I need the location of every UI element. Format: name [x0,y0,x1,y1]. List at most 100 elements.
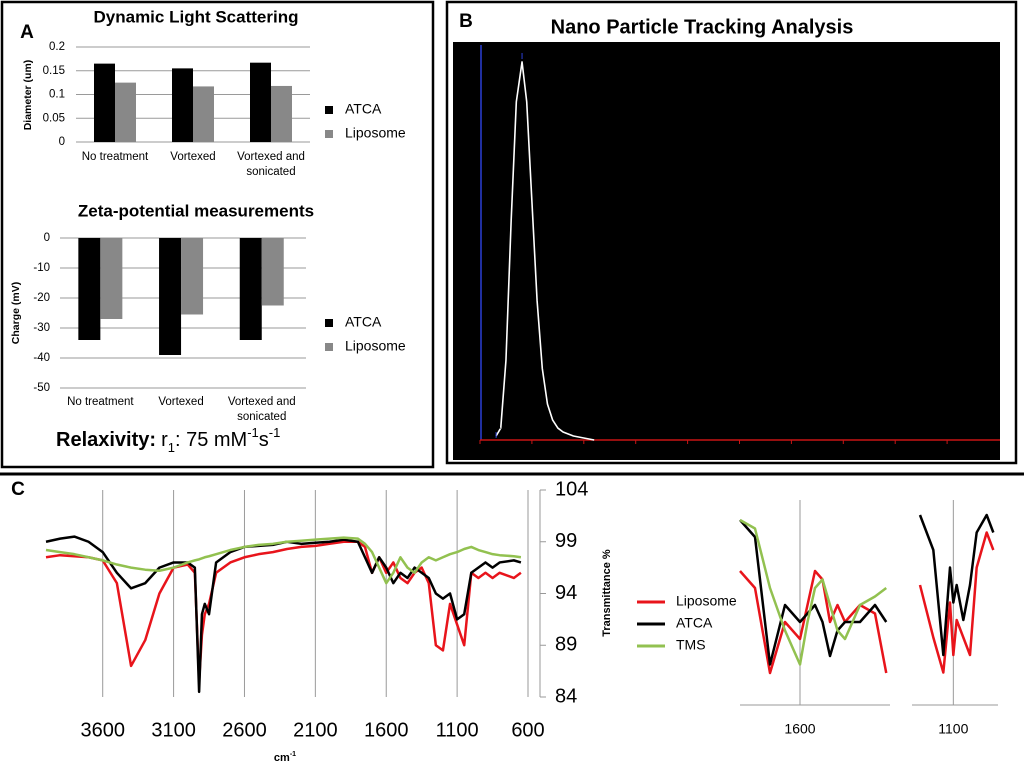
y-tick-label: -20 [33,292,50,304]
y-axis-label: con [460,44,475,54]
series-line [45,540,522,683]
legend-swatch [325,130,333,138]
legend-label: ATCA [345,101,382,117]
legend-label: Liposome [676,593,737,609]
legend-swatch [325,343,333,351]
x-tick-label: 200 [576,446,591,456]
x-axis-label-text: nm [979,446,992,456]
y-axis-label: Charge (mV) [10,282,22,344]
x-tick-label-box: Vortexed and sonicated [237,151,305,178]
annotation: Relaxivity: r1: 75 mM-1s-1 [56,425,280,455]
chart-title: Nano Particle Tracking Analysis [551,16,854,38]
series-line [45,535,522,694]
x-tick-label: 800 [888,446,903,456]
x-tick-label: 500 [732,446,747,456]
bar [159,238,182,355]
y-tick-label: -50 [33,382,50,394]
y-tick-label: 0 [44,232,50,244]
y-tick-label: 99 [555,530,577,552]
x-tick-label: 600 [784,446,799,456]
bar [271,85,292,142]
x-tick-label-box: Vortexed and sonicated [227,396,296,423]
y-tick-label: 0.1 [49,89,65,101]
x-axis-label: nm [979,446,992,456]
annotation-part: -1 [269,425,281,440]
panel-label: A [20,22,34,43]
x-tick-label: 3600 [80,719,125,741]
bar [115,82,136,142]
x-tick-label: 1600 [784,721,815,737]
annotation-part: 1 [168,440,175,455]
bar [172,68,193,142]
y-tick-label: 89 [555,634,577,656]
x-tick-label: 1100 [436,719,479,741]
series-line [739,518,888,666]
series-line [918,513,995,657]
x-tick-label: 400 [680,446,695,456]
x-tick-label: 3100 [151,719,196,741]
y-axis-label: Transmittance % [601,549,613,637]
series-line [918,531,995,674]
x-tick-label: 700 [836,446,851,456]
annotation-part: r [161,429,168,451]
legend-swatch [325,319,333,327]
x-tick-label: Vortexed and sonicated [237,151,305,178]
legend-label: Liposome [345,338,406,354]
series-line [45,536,522,585]
bar [100,238,123,319]
x-tick-label-box: No treatment [81,151,149,163]
bar [250,62,271,142]
x-tick-label: 100 [524,446,539,456]
panel-b-frame [445,0,1018,465]
bar [94,63,115,142]
y-axis-label: /ml [460,54,472,64]
x-tick-label: 2600 [222,719,267,741]
y-tick-label: 104 [555,478,588,500]
x-tick-label: 600 [511,719,544,741]
y-tick-label: 0.05 [43,112,65,124]
annotation-label: Relaxivity: [56,429,156,451]
x-tick-label: 300 [628,446,643,456]
legend-swatch [325,106,333,114]
annotation-part: : 75 mM [175,429,247,451]
annotation-part: s [259,429,269,451]
annotation-part: -1 [247,425,259,440]
x-tick-label-box: No treatment [67,396,134,408]
nta-plot-area [453,42,1000,460]
legend-label: ATCA [676,615,713,631]
legend-label: ATCA [345,314,382,330]
annotation: Mode: 81nm [650,219,767,241]
y-axis-label: Diameter (um) [22,60,34,131]
bar [261,238,284,306]
legend-label: TMS [676,637,706,653]
y-tick-label: 0 [59,136,65,148]
bar [181,238,204,315]
y-tick-label: -40 [33,352,50,364]
x-tick-label: Vortexed and sonicated [227,396,296,423]
peak-label: 81 [517,41,527,51]
x-tick-label: 900 [940,446,955,456]
y-axis-label: E6 [460,64,471,74]
x-axis-label-text: cm [274,752,290,764]
x-tick-label-box: Vortexed [158,396,203,408]
chart-title: Dynamic Light Scattering [94,7,299,26]
peak-label: 31 [491,420,501,430]
x-tick-label: 1100 [938,721,968,737]
bar [78,238,101,340]
panel-label: B [459,11,473,32]
bar [193,86,214,142]
y-tick-label: 84 [555,685,577,707]
y-tick-label: -10 [33,262,50,274]
x-tick-label: No treatment [81,151,149,163]
series-line [739,519,888,666]
x-tick-label: No treatment [67,396,134,408]
chart-title: Zeta-potential measurements [78,201,314,220]
x-tick-label: 0 [477,446,482,456]
y-tick-label: 0.15 [43,65,65,77]
y-tick-label: 94 [555,582,577,604]
series-line [495,61,595,441]
x-axis-label: cm-1 [274,751,296,764]
